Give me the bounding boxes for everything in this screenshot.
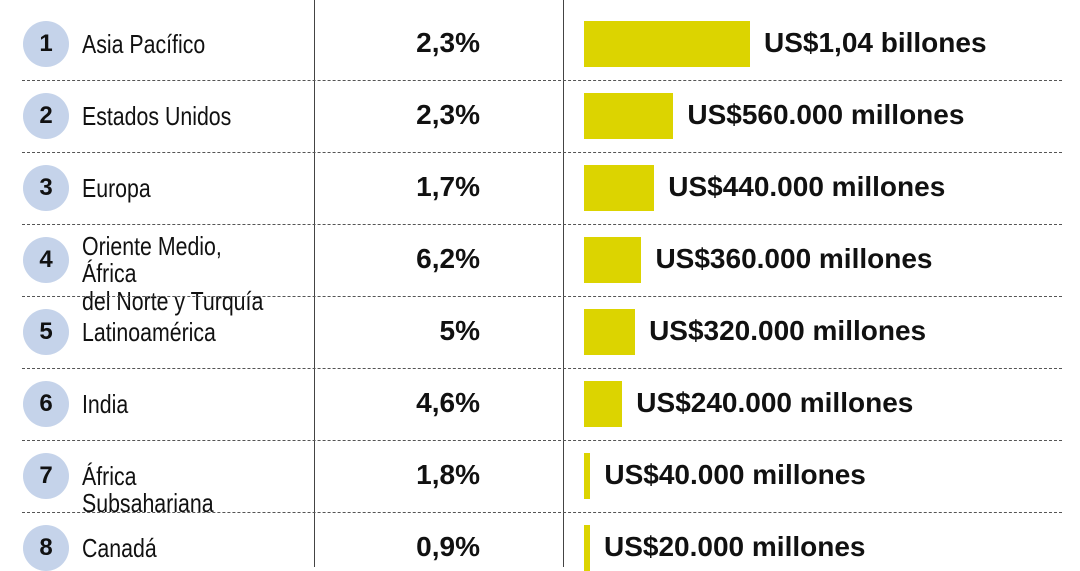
column-divider-percent — [563, 0, 564, 567]
value-label: US$320.000 millones — [649, 315, 927, 346]
value-bar — [584, 21, 750, 67]
growth-percent: 2,3% — [416, 99, 480, 130]
value-bar — [584, 165, 655, 211]
region-label: Latinoamérica — [82, 316, 216, 347]
row-separator — [22, 224, 1062, 225]
value-label: US$560.000 millones — [687, 99, 965, 130]
rank-badge: 6 — [23, 381, 69, 427]
growth-percent: 2,3% — [416, 27, 480, 58]
growth-percent: 1,8% — [416, 459, 480, 490]
value-label: US$360.000 millones — [655, 243, 933, 274]
row-separator — [22, 440, 1062, 441]
value-bar — [584, 381, 623, 427]
column-divider-region — [314, 0, 315, 567]
value-label: US$40.000 millones — [604, 459, 866, 490]
rank-badge: 3 — [23, 165, 69, 211]
region-label: Asia Pacífico — [82, 28, 206, 59]
value-bar — [584, 309, 636, 355]
region-label: Canadá — [82, 532, 157, 563]
value-label: US$240.000 millones — [636, 387, 914, 418]
value-label: US$1,04 billones — [764, 27, 987, 58]
rank-badge: 1 — [23, 21, 69, 67]
growth-percent: 4,6% — [416, 387, 480, 418]
value-bar — [584, 525, 590, 571]
region-label: África Subsahariana — [82, 460, 214, 518]
value-label: US$20.000 millones — [604, 531, 866, 562]
value-label: US$440.000 millones — [668, 171, 946, 202]
rank-badge: 4 — [23, 237, 69, 283]
region-label: Oriente Medio, África del Norte y Turquí… — [82, 231, 264, 316]
growth-percent: 6,2% — [416, 243, 480, 274]
region-label: Europa — [82, 172, 151, 203]
rank-badge: 2 — [23, 93, 69, 139]
value-bar — [584, 237, 642, 283]
rank-badge: 5 — [23, 309, 69, 355]
growth-percent: 0,9% — [416, 531, 480, 562]
row-separator — [22, 368, 1062, 369]
region-label: India — [82, 388, 129, 419]
growth-percent: 5% — [439, 315, 480, 346]
growth-percent: 1,7% — [416, 171, 480, 202]
rank-badge: 8 — [23, 525, 69, 571]
row-separator — [22, 152, 1062, 153]
row-separator — [22, 80, 1062, 81]
row-separator — [22, 512, 1062, 513]
value-bar — [584, 93, 674, 139]
row-separator — [22, 296, 1062, 297]
value-bar — [584, 453, 591, 499]
region-label: Estados Unidos — [82, 100, 232, 131]
rank-badge: 7 — [23, 453, 69, 499]
